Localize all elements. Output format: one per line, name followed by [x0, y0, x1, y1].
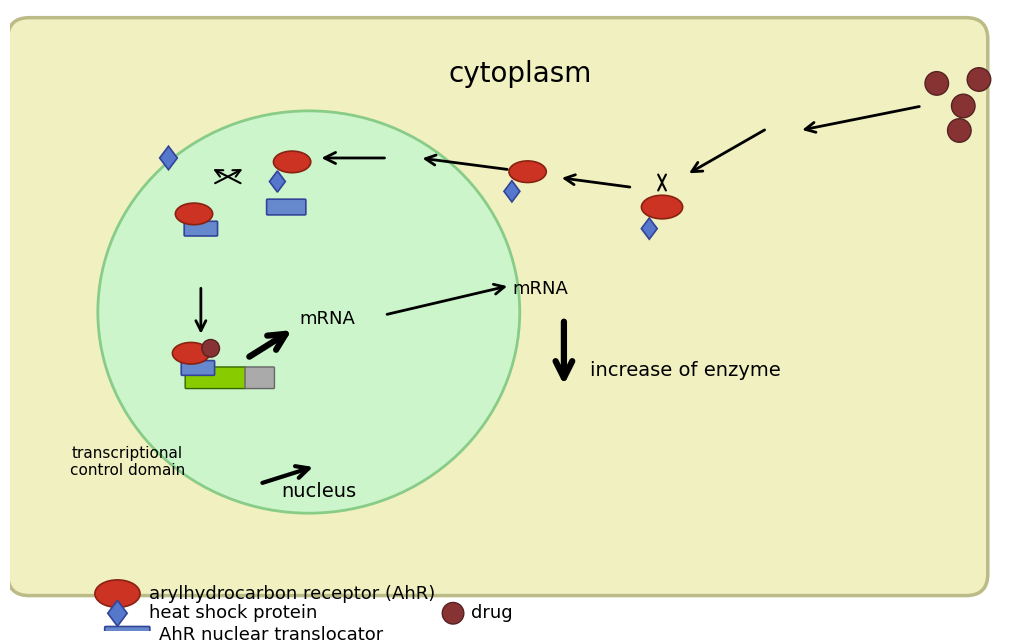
Text: nucleus: nucleus: [281, 482, 356, 501]
Ellipse shape: [172, 343, 210, 364]
Circle shape: [202, 340, 219, 357]
Ellipse shape: [509, 161, 547, 183]
Ellipse shape: [175, 203, 213, 224]
Polygon shape: [270, 171, 285, 192]
Ellipse shape: [95, 580, 140, 608]
FancyBboxPatch shape: [7, 17, 988, 595]
Ellipse shape: [274, 151, 310, 173]
Polygon shape: [504, 181, 520, 202]
Circle shape: [967, 68, 991, 91]
FancyBboxPatch shape: [104, 626, 150, 643]
FancyBboxPatch shape: [267, 199, 306, 215]
FancyBboxPatch shape: [182, 361, 215, 376]
FancyBboxPatch shape: [186, 367, 246, 388]
Polygon shape: [107, 601, 127, 626]
Text: drug: drug: [470, 604, 512, 622]
Circle shape: [951, 94, 975, 118]
Circle shape: [947, 119, 971, 142]
Ellipse shape: [97, 111, 520, 513]
Text: mRNA: mRNA: [299, 310, 355, 328]
Text: heat shock protein: heat shock protein: [149, 604, 317, 622]
Text: arylhydrocarbon receptor (AhR): arylhydrocarbon receptor (AhR): [149, 584, 435, 602]
Text: transcriptional
control domain: transcriptional control domain: [70, 446, 185, 478]
Circle shape: [925, 71, 948, 95]
Text: increase of enzyme: increase of enzyme: [590, 361, 781, 381]
Polygon shape: [641, 218, 657, 239]
Polygon shape: [159, 146, 177, 170]
Ellipse shape: [642, 195, 682, 219]
Text: cytoplasm: cytoplasm: [448, 60, 591, 87]
FancyBboxPatch shape: [245, 367, 275, 388]
FancyBboxPatch shape: [185, 221, 218, 236]
Text: mRNA: mRNA: [512, 280, 568, 298]
Text: AhR nuclear translocator: AhR nuclear translocator: [158, 626, 383, 643]
Circle shape: [442, 602, 463, 624]
